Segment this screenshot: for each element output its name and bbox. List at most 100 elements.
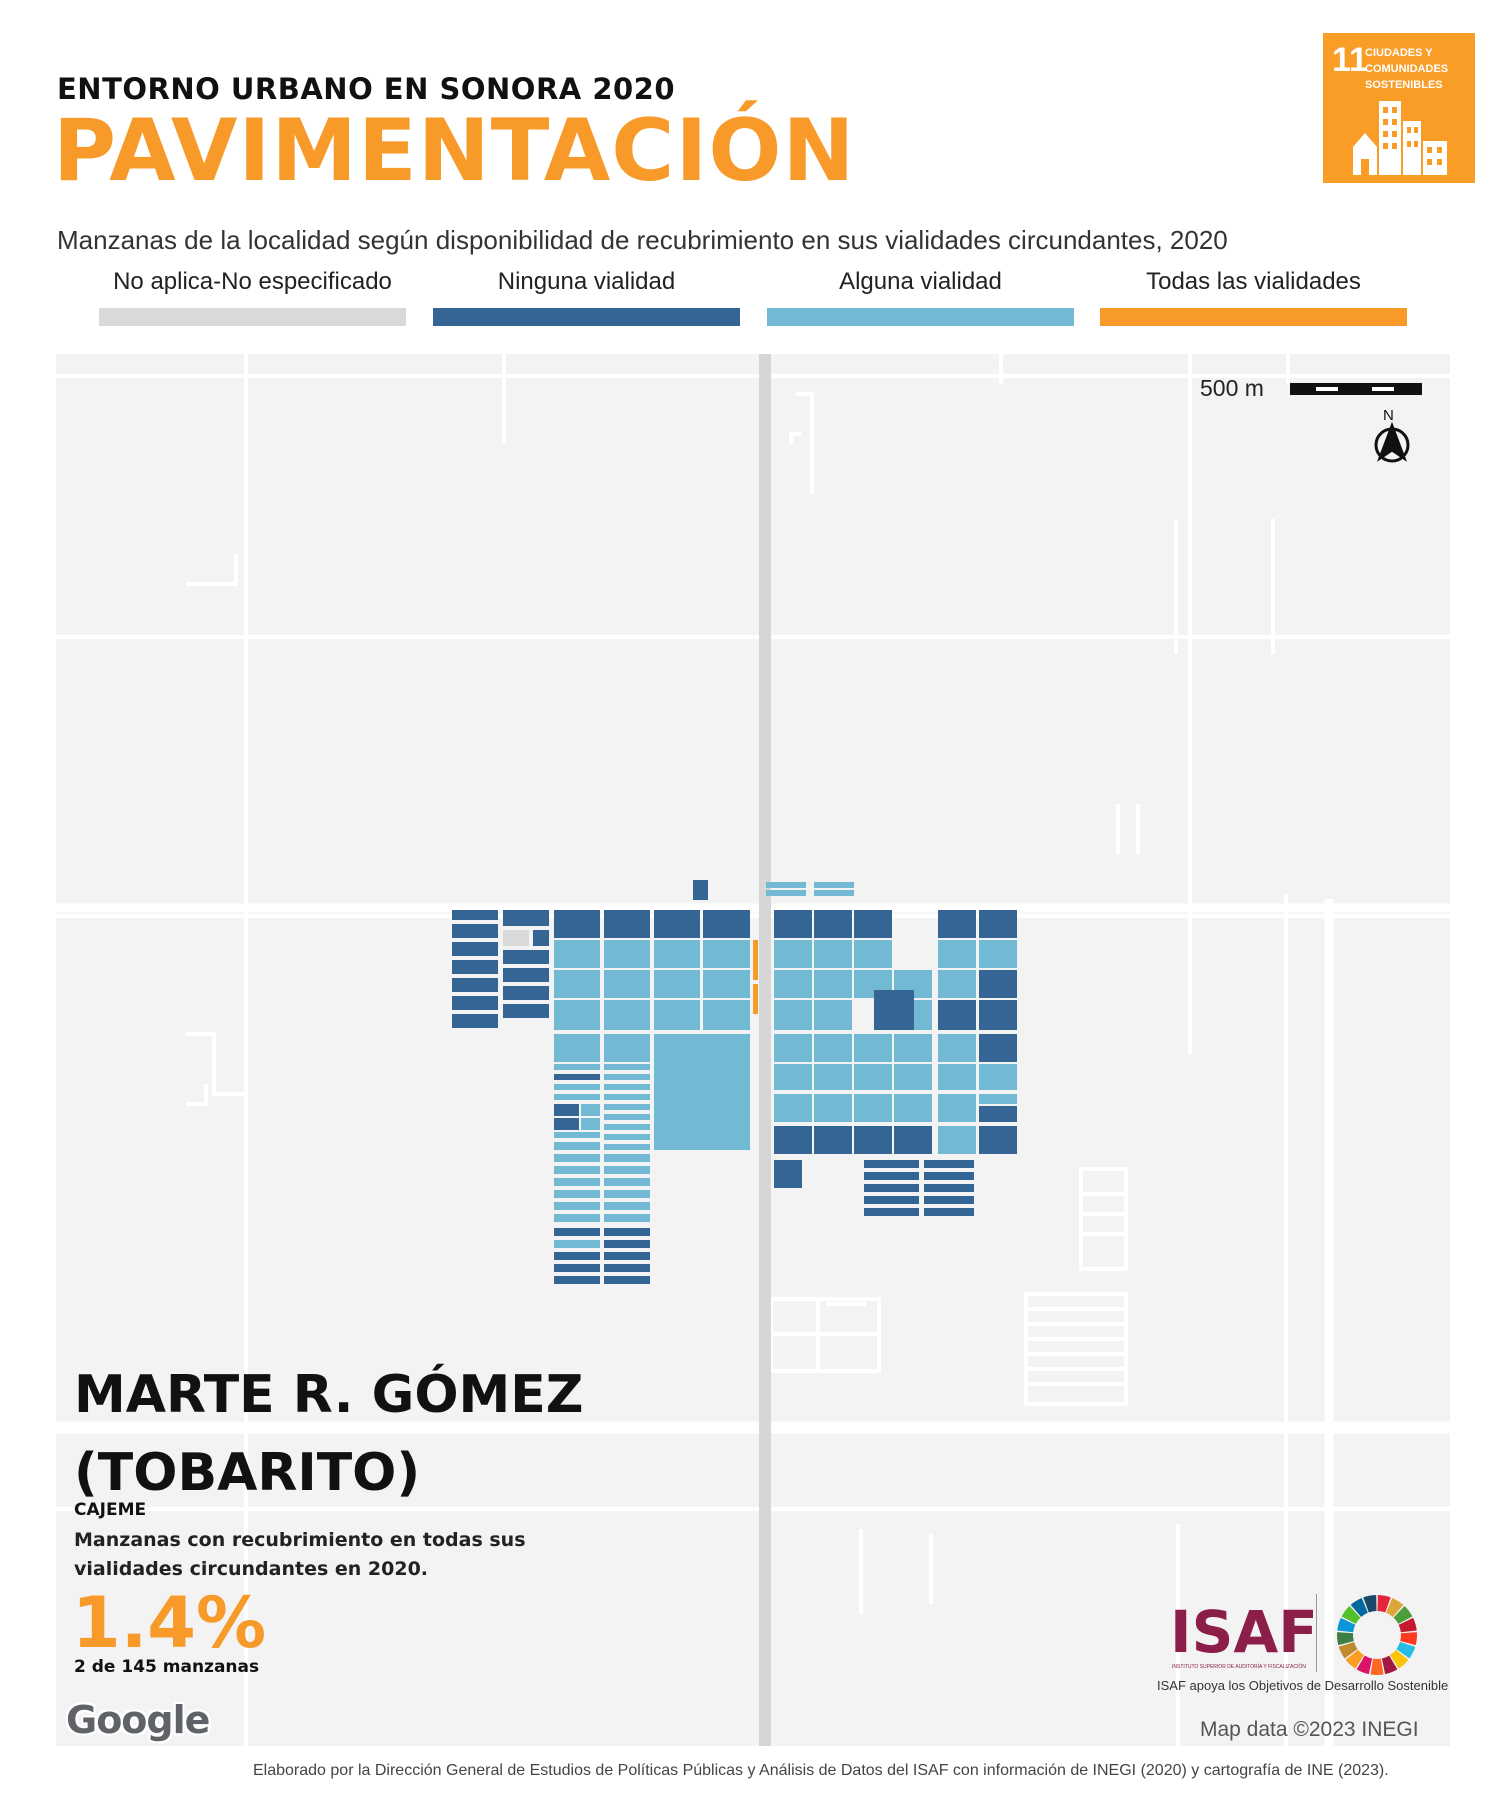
city-block: [864, 1160, 919, 1168]
city-block: [753, 940, 758, 980]
legend-swatch-todas: [1100, 308, 1407, 326]
isaf-caption: ISAF apoya los Objetivos de Desarrollo S…: [1157, 1678, 1449, 1693]
city-block: [938, 1064, 976, 1090]
city-block: [452, 978, 498, 992]
city-block: [979, 1000, 1017, 1030]
map-panel[interactable]: [56, 354, 1450, 1746]
city-block: [979, 970, 1017, 998]
sdg-wheel-segment: [1370, 1658, 1384, 1675]
city-block: [604, 970, 650, 998]
city-block: [554, 1166, 600, 1174]
sdg-wheel-segment: [1396, 1642, 1416, 1659]
city-block: [766, 890, 806, 896]
city-block: [814, 910, 852, 938]
city-block: [554, 1104, 579, 1116]
city-block: [554, 970, 600, 998]
city-block: [938, 970, 976, 998]
municipality-name: CAJEME: [74, 1500, 147, 1520]
minor-roads: [56, 354, 1450, 1746]
city-block: [814, 1094, 852, 1122]
city-block: [894, 1034, 932, 1062]
city-block: [554, 1118, 579, 1130]
map-canvas[interactable]: [56, 354, 1450, 1746]
city-block: [604, 1134, 650, 1140]
isaf-logo-subtext: INSTITUTO SUPERIOR DE AUDITORÍA Y FISCAL…: [1172, 1664, 1306, 1670]
locality-name-line1: MARTE R. GÓMEZ: [74, 1365, 584, 1425]
city-block: [604, 940, 650, 968]
city-block: [554, 940, 600, 968]
city-block: [854, 1064, 892, 1090]
city-block: [554, 1202, 600, 1210]
city-block: [554, 1214, 600, 1222]
city-block: [604, 1228, 650, 1236]
city-block: [938, 1126, 976, 1154]
city-block: [604, 1114, 650, 1120]
city-block: [554, 1034, 600, 1062]
city-block: [814, 1034, 852, 1062]
sdg-wheel-segment: [1350, 1597, 1368, 1617]
city-block: [554, 1094, 600, 1100]
city-block: [604, 1154, 650, 1162]
city-block: [654, 940, 700, 968]
city-block: [604, 1276, 650, 1284]
city-block: [814, 1000, 852, 1030]
sdg-wheel-segment: [1337, 1617, 1356, 1633]
city-block: [604, 1034, 650, 1062]
google-logo: Google: [66, 1698, 210, 1742]
city-block: [654, 1000, 700, 1030]
highway-road: [759, 354, 771, 1746]
city-block: [452, 960, 498, 974]
legend-swatch-no-aplica: [99, 308, 406, 326]
city-block: [604, 1104, 650, 1110]
city-block: [604, 1264, 650, 1272]
city-block: [938, 1000, 976, 1030]
sdg-wheel-segment: [1338, 1642, 1358, 1659]
sdg-wheel-segment: [1345, 1649, 1364, 1669]
legend-label-alguna: Alguna vialidad: [839, 268, 1002, 295]
city-block: [581, 1104, 600, 1116]
city-block: [766, 882, 806, 888]
city-block: [703, 970, 750, 998]
city-block: [654, 910, 700, 938]
sdg-11-badge: 11 CIUDADES Y COMUNIDADES SOSTENIBLES: [1323, 33, 1475, 183]
city-block: [814, 890, 854, 896]
city-block: [554, 1276, 600, 1284]
city-block: [452, 910, 498, 920]
city-block: [703, 910, 750, 938]
city-block: [554, 1190, 600, 1198]
city-block: [979, 1094, 1017, 1104]
city-block: [654, 1034, 750, 1150]
city-block: [604, 910, 650, 938]
sdg-wheel-segment: [1390, 1649, 1409, 1669]
city-block: [503, 910, 549, 926]
supertitle: ENTORNO URBANO EN SONORA 2020: [57, 72, 676, 106]
legend-label-no-aplica: No aplica-No especificado: [113, 268, 392, 295]
city-block: [854, 940, 892, 968]
city-block: [554, 1264, 600, 1272]
indicator-description: Manzanas con recubrimiento en todas sus …: [74, 1529, 526, 1580]
city-block: [604, 1252, 650, 1260]
sdg-wheel-segment: [1381, 1655, 1398, 1675]
subtitle: Manzanas de la localidad según disponibi…: [57, 225, 1228, 255]
city-block: [864, 1184, 919, 1192]
city-block: [554, 1240, 600, 1248]
city-block: [604, 1214, 650, 1222]
city-block: [774, 970, 812, 998]
city-block: [774, 1000, 812, 1030]
city-block: [554, 910, 600, 938]
map-attribution: Map data ©2023 INEGI: [1200, 1718, 1419, 1741]
city-buildings-icon: [1353, 101, 1447, 175]
city-block: [604, 1202, 650, 1210]
legend-label-todas: Todas las vialidades: [1146, 268, 1361, 295]
logo-divider: [1316, 1594, 1317, 1672]
city-block: [774, 1126, 812, 1154]
indicator-percentage: 1.4%: [72, 1582, 267, 1664]
sdg-wheel-segment: [1398, 1617, 1417, 1633]
sdg-wheel-segment: [1393, 1605, 1413, 1624]
city-block: [924, 1208, 974, 1216]
city-block: [554, 1132, 600, 1138]
city-block: [503, 950, 549, 964]
legend-swatch-alguna: [767, 308, 1074, 326]
city-block: [703, 1000, 750, 1030]
city-block: [604, 1064, 650, 1070]
